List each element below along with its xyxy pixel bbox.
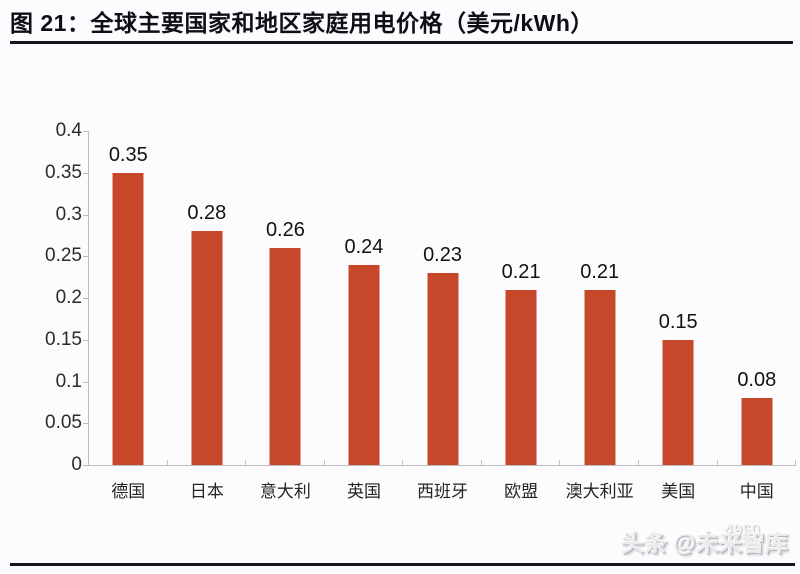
y-axis-tick-mark [83, 214, 88, 216]
bar-value-label: 0.21 [580, 261, 620, 283]
category-slot: 0.21 澳大利亚 [560, 131, 639, 501]
category-slot: 0.21 欧盟 [482, 131, 561, 501]
y-axis-tick-mark [83, 131, 88, 132]
x-axis-tick-mark [795, 460, 797, 465]
x-axis-category-label: 西班牙 [417, 482, 469, 501]
y-axis-tick-label: 0.35 [45, 161, 82, 183]
y-axis-tick-mark [83, 423, 88, 425]
bar-value-label: 0.08 [737, 369, 777, 391]
category-slot: 0.28 日本 [168, 131, 247, 501]
x-axis-category-label: 美国 [661, 482, 696, 501]
x-axis-tick-mark [559, 460, 561, 465]
watermark: 头条 @未来智库 [621, 530, 788, 556]
title-divider [10, 41, 793, 44]
x-axis-category-label: 英国 [346, 482, 381, 501]
y-axis-tick-label: 0.3 [55, 203, 82, 225]
bar-value-label: 0.24 [344, 236, 384, 258]
x-axis-category-label: 澳大利亚 [565, 482, 634, 501]
x-axis-tick-mark [245, 460, 247, 465]
category-slot: 0.35 德国 [89, 131, 168, 501]
category-slot: 0.15 美国 [639, 131, 718, 501]
category-slot: 0.23 西班牙 [403, 131, 482, 501]
y-axis-tick-label: 0.25 [45, 245, 82, 267]
x-axis-category-label: 欧盟 [504, 482, 539, 501]
bar [269, 248, 301, 465]
x-axis-tick-mark [166, 460, 168, 465]
y-axis-tick-mark [83, 339, 88, 341]
bar [348, 265, 380, 465]
bar-value-label: 0.15 [658, 311, 698, 333]
y-axis-tick-label: 0.2 [55, 287, 82, 308]
x-axis-tick-mark [480, 460, 482, 465]
bar [741, 398, 773, 465]
bar [112, 173, 144, 465]
bar-value-label: 0.28 [187, 202, 227, 224]
category-slot: 0.26 意大利 [246, 131, 325, 501]
figure-title: 图 21：全球主要国家和地区家庭用电价格（美元/kWh） [10, 10, 594, 36]
category-slot: 0.24 英国 [325, 131, 404, 501]
x-axis-tick-mark [402, 460, 404, 465]
bar-chart: 0 0.05 0.1 0.15 0.2 0.25 0.3 0.35 0.4 0.35 德国 0.28… [0, 100, 800, 530]
bar [427, 273, 459, 465]
x-axis-tick-mark [716, 460, 718, 465]
bar [191, 231, 223, 465]
y-axis-tick-mark [83, 465, 88, 466]
bar [584, 290, 616, 465]
x-axis-tick-mark [637, 460, 639, 465]
y-axis-tick-label: 0.4 [55, 120, 82, 141]
y-axis-tick-label: 0 [71, 454, 82, 475]
bar [505, 290, 537, 465]
y-axis-tick-label: 0.15 [45, 328, 82, 350]
category-slot: 0.08 中国 [718, 131, 797, 501]
plot-area: 0.35 德国 0.28 日本 0.26 意大利 0.24 英国 0.23 西班牙 0.21 欧盟 0.… [88, 131, 797, 501]
bar [662, 340, 694, 465]
bar-value-label: 0.35 [108, 144, 148, 166]
y-axis-tick-label: 0.05 [45, 412, 82, 434]
bar-value-label: 0.21 [501, 261, 541, 283]
y-axis-tick-mark [83, 256, 88, 258]
bars-container: 0.35 德国 0.28 日本 0.26 意大利 0.24 英国 0.23 西班牙 0.21 欧盟 0.… [89, 131, 797, 501]
bar-value-label: 0.26 [265, 219, 305, 241]
x-axis-category-label: 德国 [111, 482, 146, 501]
y-axis-tick-mark [83, 381, 88, 383]
bar-value-label: 0.23 [423, 244, 462, 266]
x-axis-category-label: 中国 [739, 482, 774, 501]
x-axis-category-label: 日本 [189, 482, 224, 501]
x-axis-tick-mark [323, 460, 325, 465]
y-axis-tick-mark [83, 172, 88, 174]
x-axis-category-label: 意大利 [259, 482, 311, 501]
y-axis-tick-label: 0.1 [55, 370, 82, 392]
bottom-divider [10, 563, 795, 566]
watermark-ghost: 4960 [724, 522, 760, 539]
y-axis-tick-mark [83, 298, 88, 299]
